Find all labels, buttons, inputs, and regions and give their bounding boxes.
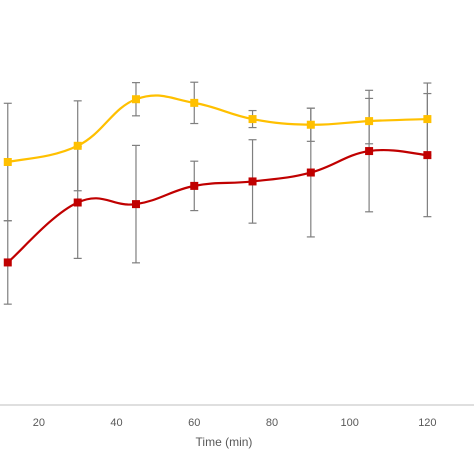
x-axis-title: Time (min) (196, 435, 253, 449)
series-1-point (190, 98, 199, 107)
series-1-point (365, 117, 374, 126)
x-tick-label: 100 (340, 417, 358, 429)
series-2-point (3, 258, 12, 267)
x-tick-label: 40 (110, 417, 122, 429)
series-1-point (131, 95, 140, 104)
error-bars (3, 81, 432, 305)
x-tick-label: 60 (188, 417, 200, 429)
series-1-point (3, 158, 12, 166)
x-tick-label: 80 (266, 417, 278, 429)
series-1-point (306, 120, 315, 129)
x-tick-labels: 20 40 60 80 100 120 (33, 417, 437, 429)
series-1-point (248, 115, 257, 124)
x-tick-label: 120 (418, 417, 436, 429)
series-2-point (423, 151, 432, 160)
series-lines (6, 94, 429, 264)
series-2-point (306, 168, 315, 177)
x-tick-label: 20 (33, 417, 45, 429)
series-2-point (248, 177, 257, 186)
series-markers (3, 95, 432, 267)
series-2-line (6, 149, 429, 264)
series-2-point (365, 147, 374, 156)
series-1-point (423, 115, 432, 124)
series-2-point (131, 200, 140, 209)
series-1-point (73, 141, 82, 150)
series-2-point (190, 181, 199, 190)
series-2-point (73, 198, 82, 207)
